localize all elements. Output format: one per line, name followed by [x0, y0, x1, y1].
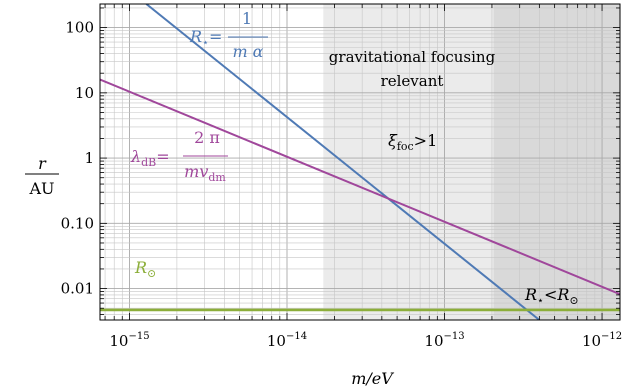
y-tick-label: 0.10	[61, 214, 94, 232]
lambda-db-lhs: λdB=	[130, 147, 170, 169]
focusing-label-line1: gravitational focusing	[329, 48, 496, 66]
r-star-numerator: 1	[242, 9, 252, 28]
region-inside-sun	[493, 4, 620, 320]
lambda-db-denominator: mvdm	[184, 162, 226, 184]
x-tick-label: 10−15	[109, 331, 149, 350]
axis-ticks: 10−15 10−14 10−13 10−12 100 10 1 0.10 0.01	[61, 4, 622, 350]
y-tick-label: 100	[65, 19, 94, 37]
x-tick-label: 10−12	[582, 331, 622, 350]
r-sun-label: R⊙	[134, 258, 156, 280]
xi-foc-label: ξfoc>1	[388, 131, 437, 153]
plot-frame	[99, 3, 621, 321]
focusing-label-line2: relevant	[381, 72, 444, 90]
y-axis-label-denominator: AU	[28, 179, 54, 198]
y-tick-label: 1	[84, 149, 94, 167]
series-lines	[100, 4, 620, 320]
lambda-db-numerator: 2 π	[194, 128, 220, 147]
x-tick-label: 10−14	[267, 331, 307, 350]
lambda-db-label: λdB= 2 π mvdm	[130, 128, 228, 184]
y-tick-label: 0.01	[61, 280, 94, 298]
r-star-lhs: R⋆=	[189, 27, 222, 49]
rstar-lt-rsun-label: R⋆<R⊙	[524, 285, 579, 307]
series-line-lambda-db	[100, 78, 620, 296]
x-axis-label: m/eV	[351, 369, 394, 388]
x-tick-label: 10−13	[424, 331, 464, 350]
series-line-r-star	[145, 4, 540, 320]
y-axis-label-numerator: r	[38, 154, 47, 173]
y-tick-label: 10	[75, 84, 94, 102]
shaded-regions	[323, 4, 620, 320]
